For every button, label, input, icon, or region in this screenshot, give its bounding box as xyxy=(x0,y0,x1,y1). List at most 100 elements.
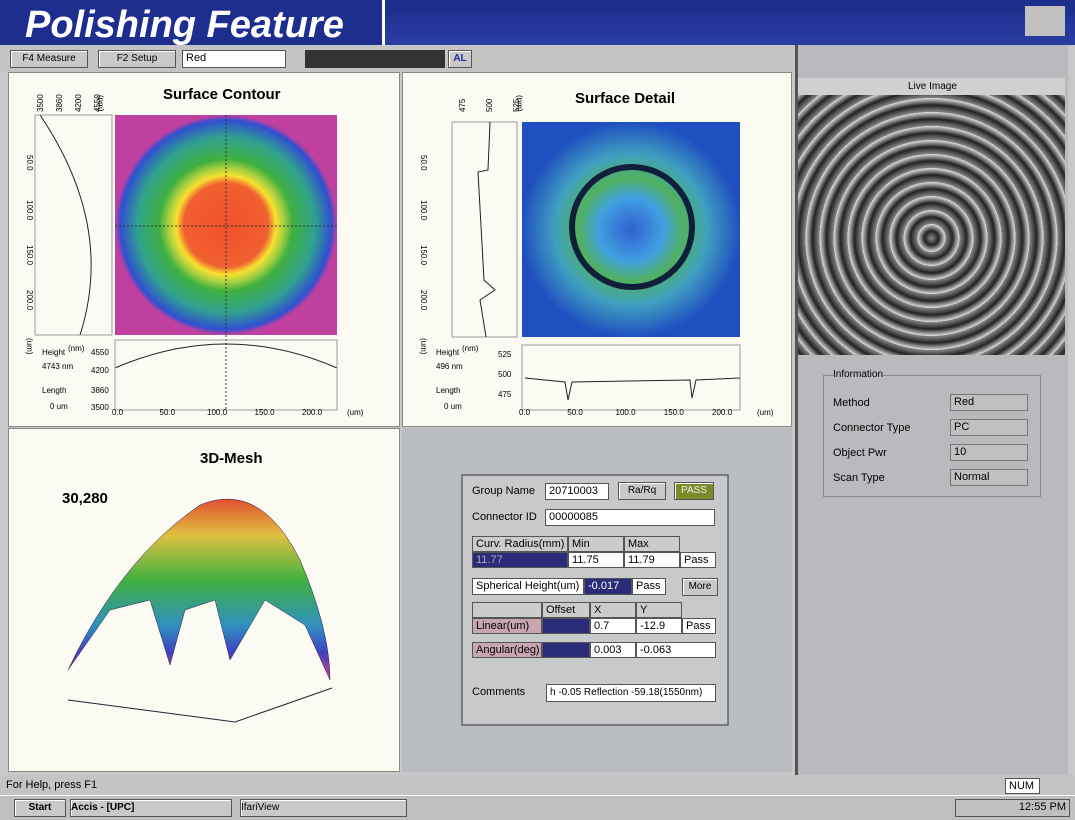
info-label: Scan Type xyxy=(833,472,885,484)
profile-frame xyxy=(114,339,338,411)
height-unit: (nm) xyxy=(68,344,85,353)
header: Min xyxy=(568,536,624,552)
header: X xyxy=(590,602,636,618)
curv-value: 11.77 xyxy=(472,552,568,568)
angular-y: -0.063 xyxy=(636,642,716,658)
label: Angular(deg) xyxy=(476,644,540,656)
curv-min: 11.75 xyxy=(568,552,624,568)
label: X xyxy=(594,604,602,616)
status-bar xyxy=(0,775,1075,795)
color-select[interactable]: Red xyxy=(182,50,286,68)
profile-tick-label: 525 xyxy=(498,350,512,359)
linear-y: -12.9 xyxy=(636,618,682,634)
task-button[interactable]: Accis - [UPC] xyxy=(70,799,232,817)
y-tick-label: 50.0 xyxy=(25,155,34,171)
ra-rq-button[interactable]: Ra/Rq xyxy=(618,482,666,500)
value: Pass xyxy=(636,580,661,592)
al-button[interactable]: AL xyxy=(448,50,472,68)
y-tick-label: 100.0 xyxy=(25,200,34,221)
x-tick-label: 150.0 xyxy=(254,408,275,417)
axis-unit: (nm) xyxy=(515,95,524,112)
info-label: Object Pwr xyxy=(833,447,887,459)
info-label: Connector Type xyxy=(833,422,911,434)
height-value: 496 nm xyxy=(436,362,463,371)
y-tick-label: 150.0 xyxy=(419,245,428,266)
profile-frame xyxy=(451,121,518,338)
offset-cell xyxy=(542,618,590,634)
label: Linear(um) xyxy=(476,620,530,632)
row-label: Angular(deg) xyxy=(472,642,542,658)
live-title: Live Image xyxy=(908,81,957,92)
toolbar-icons[interactable] xyxy=(305,50,445,68)
value: NUM xyxy=(1009,780,1035,792)
status: PASS xyxy=(674,482,714,500)
profile-tick-label: 500 xyxy=(498,370,512,379)
y-tick-label: 200.0 xyxy=(25,290,34,311)
header: Max xyxy=(624,536,680,552)
profile-tick-label: 475 xyxy=(498,390,512,399)
more-button[interactable]: More xyxy=(682,578,718,596)
row-label: Linear(um) xyxy=(472,618,542,634)
clock: 12:55 PM xyxy=(955,799,1070,817)
mesh-title: 3D-Mesh xyxy=(200,450,263,467)
profile-tick-label: 4200 xyxy=(91,366,109,375)
select-value: Red xyxy=(186,52,207,64)
mesh-base xyxy=(67,687,333,723)
axis-unit: (um) xyxy=(419,338,428,355)
live-image xyxy=(798,95,1065,355)
value: Pass xyxy=(684,554,709,566)
x-tick-label: 0.0 xyxy=(519,408,531,417)
profile-frame xyxy=(521,344,741,411)
label: Connector ID xyxy=(472,511,537,523)
detail-title: Surface Detail xyxy=(575,90,676,107)
info-value: Red xyxy=(950,394,1028,411)
live-header xyxy=(798,78,1065,95)
info-value: 10 xyxy=(950,444,1028,461)
value: 0.003 xyxy=(594,644,622,656)
x-tick-label: 200.0 xyxy=(302,408,323,417)
axis-unit: (um) xyxy=(757,408,774,417)
info-value: PC xyxy=(950,419,1028,436)
info-group xyxy=(823,375,1041,497)
top-tick-label: 3500 xyxy=(36,94,45,112)
x-tick-label: 200.0 xyxy=(712,408,733,417)
profile-curve xyxy=(524,377,741,401)
axis-unit: (um) xyxy=(25,338,34,355)
x-tick-label: 150.0 xyxy=(663,408,684,417)
header: Spherical Height(um) xyxy=(472,578,584,595)
window-controls[interactable] xyxy=(1025,6,1065,36)
header: Y xyxy=(636,602,682,618)
profile-curve xyxy=(114,343,338,369)
detail-ring xyxy=(569,164,695,290)
value: Pass xyxy=(686,620,711,632)
help-text: For Help, press F1 xyxy=(6,779,98,791)
height-label: Height xyxy=(436,348,460,357)
y-tick-label: 50.0 xyxy=(419,155,428,171)
header: Curv. Radius(mm) xyxy=(472,536,568,552)
info-label: Method xyxy=(833,397,870,409)
info-title: Information xyxy=(833,369,884,380)
contour-title: Surface Contour xyxy=(163,86,281,103)
top-tick-label: 475 xyxy=(458,98,467,112)
value: -12.9 xyxy=(640,620,666,632)
height-value: 4743 nm xyxy=(42,362,74,371)
angular-x: 0.003 xyxy=(590,642,636,658)
sph-result: Pass xyxy=(632,578,666,595)
info-value: Normal xyxy=(950,469,1028,486)
value: -0.063 xyxy=(640,644,672,656)
value: 00000085 xyxy=(549,511,598,523)
comments[interactable]: h -0.05 Reflection -59.18(1550nm) xyxy=(546,684,716,702)
y-tick-label: 200.0 xyxy=(419,290,428,311)
linear-result: Pass xyxy=(682,618,716,634)
setup-button[interactable]: F2 Setup xyxy=(98,50,176,68)
length-label: Length xyxy=(42,386,67,395)
top-tick-label: 4200 xyxy=(74,94,83,112)
x-tick-label: 50.0 xyxy=(567,408,583,417)
measure-button[interactable]: F4 Measure xyxy=(10,50,88,68)
start-button[interactable]: Start xyxy=(14,799,66,817)
label: Offset xyxy=(546,604,576,616)
task-button[interactable]: IfariView xyxy=(240,799,407,817)
axis-unit: (um) xyxy=(347,408,364,417)
profile-tick-label: 3500 xyxy=(91,403,109,412)
